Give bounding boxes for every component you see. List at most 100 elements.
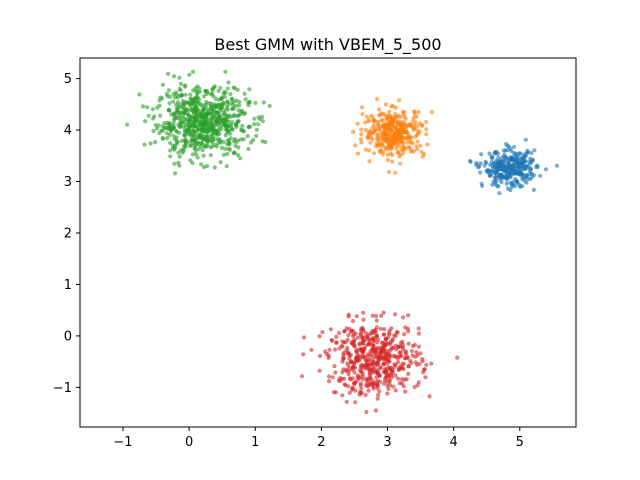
data-point [187, 72, 192, 77]
data-point [182, 138, 187, 143]
data-point [511, 144, 517, 149]
data-point [395, 356, 400, 361]
data-point [514, 160, 519, 165]
data-point [352, 339, 357, 344]
data-point [172, 161, 177, 166]
data-point [177, 163, 182, 168]
data-point [190, 160, 195, 165]
data-point [183, 92, 188, 97]
data-point [181, 98, 186, 103]
data-point [212, 165, 217, 170]
data-point [414, 362, 420, 367]
data-point [373, 408, 378, 413]
data-point [337, 376, 342, 381]
data-point [340, 370, 345, 375]
y-tick-label: 0 [64, 329, 72, 344]
data-point [327, 379, 332, 384]
data-point [345, 361, 350, 366]
data-point [383, 351, 388, 356]
y-tick-label: 4 [64, 124, 72, 139]
data-point [390, 153, 395, 158]
data-point [502, 158, 507, 163]
data-point [217, 131, 222, 136]
data-point [496, 155, 501, 160]
data-point [346, 369, 352, 374]
data-point [374, 350, 380, 355]
data-point [385, 123, 390, 128]
data-point [375, 386, 380, 391]
data-point [193, 152, 199, 157]
data-point [412, 384, 417, 390]
data-point [399, 134, 404, 139]
data-point [339, 344, 344, 349]
data-point [468, 159, 473, 164]
data-point [365, 352, 370, 357]
data-point [226, 80, 231, 85]
data-point [374, 333, 379, 338]
data-point [347, 327, 352, 332]
data-point [214, 118, 219, 123]
data-point [328, 327, 333, 332]
data-point [229, 125, 234, 130]
data-point [406, 364, 411, 369]
data-point [153, 122, 158, 128]
data-point [153, 140, 158, 145]
data-point [332, 364, 337, 369]
data-point [351, 332, 356, 337]
data-point [503, 173, 509, 178]
data-point [357, 341, 362, 346]
data-point [382, 138, 388, 143]
data-point [190, 127, 195, 132]
x-axis: −1 0 1 2 3 4 5 [113, 427, 524, 450]
data-point [424, 127, 429, 132]
data-point [148, 141, 153, 146]
data-point [385, 391, 390, 396]
data-point [386, 169, 392, 174]
data-point [512, 184, 518, 189]
data-point [157, 131, 162, 136]
data-point [554, 163, 560, 168]
data-point [375, 143, 381, 148]
data-point [158, 113, 163, 118]
data-point [495, 170, 500, 175]
data-point [178, 88, 183, 93]
data-point [360, 325, 365, 330]
x-tick-label: 3 [383, 435, 391, 450]
y-axis: −1 0 1 2 3 4 5 [53, 72, 80, 396]
data-point [385, 379, 390, 384]
data-point [371, 115, 376, 120]
data-point [317, 353, 323, 358]
data-point [189, 132, 194, 137]
data-point [360, 105, 365, 110]
data-point [358, 331, 364, 336]
data-point [383, 375, 388, 381]
data-point [203, 112, 209, 117]
data-point [344, 399, 349, 404]
y-tick-label: 5 [64, 72, 72, 87]
data-point [355, 121, 360, 126]
data-point [171, 99, 176, 104]
data-point [413, 134, 418, 139]
data-point [196, 147, 201, 152]
data-point [195, 92, 200, 97]
data-point [187, 118, 193, 123]
data-point [378, 128, 383, 133]
data-point [418, 143, 423, 148]
data-point [260, 119, 265, 124]
data-point [166, 107, 171, 112]
data-point [323, 349, 328, 354]
data-point [211, 134, 216, 139]
data-point [391, 137, 396, 142]
data-point [415, 128, 420, 133]
cluster-1 [350, 97, 434, 175]
data-point [393, 312, 398, 317]
data-point [204, 88, 209, 93]
x-tick-label: 1 [251, 435, 259, 450]
data-point [521, 154, 526, 159]
data-point [531, 173, 537, 178]
data-point [165, 126, 170, 131]
data-point [394, 347, 399, 352]
data-point [375, 396, 380, 401]
